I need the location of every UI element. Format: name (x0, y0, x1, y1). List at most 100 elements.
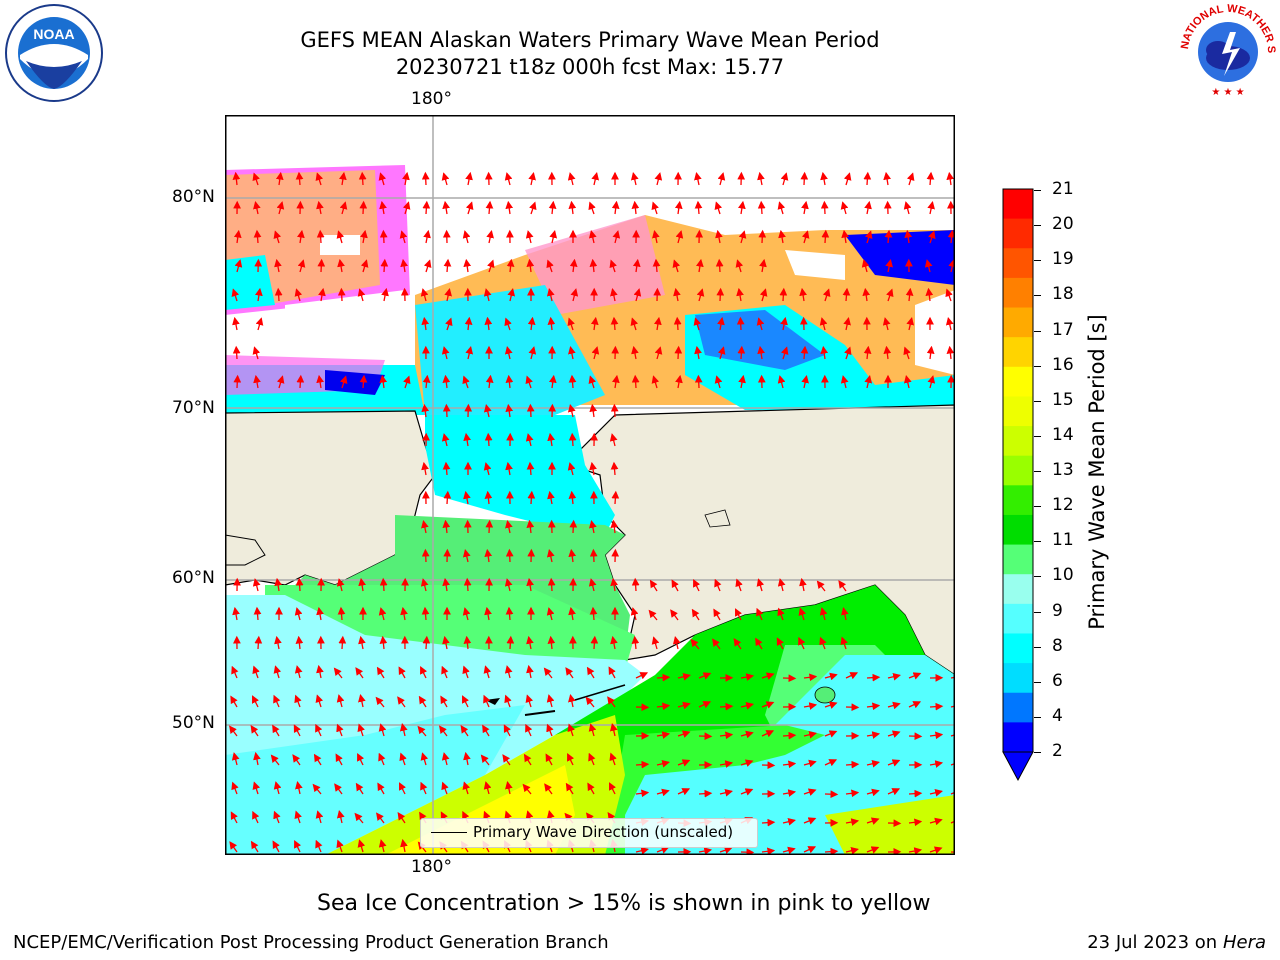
wave-arrow (610, 519, 619, 534)
wave-arrow (525, 694, 534, 708)
wave-arrow (526, 403, 535, 418)
wave-arrow (906, 317, 915, 331)
colorbar-segment (1003, 633, 1033, 664)
wave-arrow (380, 258, 389, 273)
wave-arrow (735, 578, 743, 592)
wave-arrow (504, 317, 512, 331)
wave-arrow (295, 635, 304, 650)
wave-arrow (568, 346, 576, 360)
wave-arrow (336, 578, 345, 592)
wave-arrow (485, 200, 494, 215)
colorbar-tick-label: 11 (1052, 530, 1074, 551)
wave-arrow (463, 432, 471, 447)
wave-arrow (648, 609, 658, 621)
wave-arrow (336, 810, 345, 824)
wave-arrow (782, 817, 796, 826)
wave-arrow (463, 577, 472, 592)
wave-arrow (378, 839, 387, 853)
colorbar-tick-label: 13 (1052, 460, 1074, 480)
footer-credit: NCEP/EMC/Verification Post Processing Pr… (13, 932, 609, 953)
wave-arrow (908, 701, 922, 709)
colorbar-tick-mark (1034, 330, 1041, 332)
wave-arrow (717, 316, 725, 331)
wave-arrow (886, 288, 894, 302)
wave-arrow (607, 696, 616, 708)
wave-arrow (927, 201, 935, 215)
wave-arrow (233, 229, 242, 244)
wave-arrow (652, 258, 661, 273)
wave-arrow (483, 404, 492, 418)
wave-arrow (442, 635, 450, 650)
wave-arrow (503, 724, 511, 737)
wave-arrow (803, 702, 818, 710)
wave-arrow (845, 818, 860, 826)
wave-arrow (864, 200, 872, 215)
wave-arrow (632, 258, 641, 273)
wave-arrow (505, 403, 514, 418)
wave-arrow (549, 230, 558, 244)
wave-arrow (903, 201, 912, 215)
wave-arrow (674, 200, 683, 215)
colorbar-segment (1003, 544, 1033, 575)
wave-arrow (441, 781, 449, 795)
wave-arrow (252, 578, 261, 592)
colorbar-extend-arrow (1002, 751, 1034, 782)
wave-arrow (845, 789, 860, 798)
wave-arrow (460, 725, 469, 737)
wave-arrow (588, 752, 596, 766)
wave-arrow (733, 638, 742, 650)
wave-arrow (690, 638, 700, 650)
wave-arrow (567, 753, 575, 766)
wave-arrow (294, 840, 302, 853)
wave-arrow (820, 345, 829, 360)
wave-arrow (445, 317, 453, 331)
wave-arrow (698, 847, 713, 855)
colorbar-tick-label: 18 (1052, 284, 1074, 305)
wave-arrow (316, 374, 324, 389)
wave-arrow (567, 462, 576, 476)
wave-arrow (801, 200, 809, 215)
colorbar-segment (1003, 366, 1033, 397)
wave-arrow (273, 781, 282, 795)
wave-arrow (630, 607, 639, 621)
wave-arrow (485, 519, 494, 534)
wave-arrow (928, 230, 936, 244)
wave-arrow (484, 606, 492, 621)
wave-arrow (945, 288, 953, 302)
colorbar-tick-mark (1034, 400, 1041, 402)
wave-arrow (929, 817, 943, 826)
wave-arrow (357, 839, 366, 853)
wave-arrow (798, 636, 806, 650)
wave-arrow (609, 433, 618, 447)
wave-arrow (252, 695, 260, 708)
wave-arrow (442, 519, 451, 534)
wave-arrow (441, 433, 450, 447)
colorbar-segment (1003, 337, 1033, 368)
wave-arrow (399, 752, 407, 766)
wave-arrow (862, 287, 871, 302)
colorbar-tick-mark (1034, 365, 1041, 367)
wave-arrow (354, 812, 364, 824)
wave-arrow (673, 316, 682, 331)
wave-arrow (757, 200, 766, 215)
wave-arrow (270, 754, 280, 766)
wave-arrow (887, 788, 901, 796)
map-panel (225, 115, 955, 855)
colorbar-tick-label: 15 (1052, 389, 1074, 410)
wave-arrow (777, 607, 785, 621)
wave-arrow (929, 788, 943, 797)
wave-arrow (232, 316, 240, 331)
wave-arrow (672, 259, 681, 273)
wave-arrow (761, 847, 776, 855)
wave-arrow (609, 782, 617, 795)
wave-arrow (698, 789, 713, 798)
colorbar-tick-mark (1034, 190, 1041, 191)
wave-arrow (483, 462, 492, 476)
wave-arrow (586, 666, 595, 679)
wave-arrow (463, 751, 471, 766)
wave-arrow (338, 635, 347, 650)
wave-arrow (587, 782, 595, 795)
wave-arrow (252, 781, 261, 795)
wave-arrow (844, 346, 852, 360)
wave-arrow (441, 172, 450, 186)
